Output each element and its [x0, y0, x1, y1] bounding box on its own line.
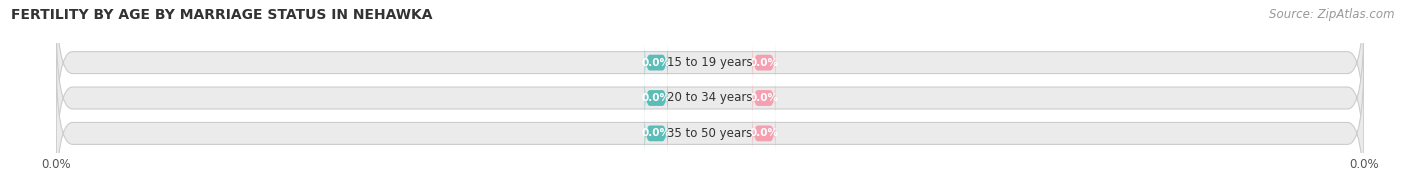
- FancyBboxPatch shape: [644, 42, 668, 83]
- FancyBboxPatch shape: [56, 56, 1364, 196]
- FancyBboxPatch shape: [56, 20, 1364, 176]
- Text: 15 to 19 years: 15 to 19 years: [668, 56, 752, 69]
- Legend: Married, Unmarried: Married, Unmarried: [617, 192, 803, 196]
- FancyBboxPatch shape: [752, 78, 776, 118]
- Text: Source: ZipAtlas.com: Source: ZipAtlas.com: [1270, 8, 1395, 21]
- Text: 0.0%: 0.0%: [749, 93, 779, 103]
- FancyBboxPatch shape: [752, 113, 776, 154]
- FancyBboxPatch shape: [56, 0, 1364, 140]
- Text: 35 to 50 years: 35 to 50 years: [668, 127, 752, 140]
- Text: 0.0%: 0.0%: [749, 58, 779, 68]
- Text: 0.0%: 0.0%: [749, 128, 779, 138]
- Text: FERTILITY BY AGE BY MARRIAGE STATUS IN NEHAWKA: FERTILITY BY AGE BY MARRIAGE STATUS IN N…: [11, 8, 433, 22]
- FancyBboxPatch shape: [644, 78, 668, 118]
- Text: 0.0%: 0.0%: [641, 128, 671, 138]
- FancyBboxPatch shape: [644, 113, 668, 154]
- Text: 20 to 34 years: 20 to 34 years: [668, 92, 752, 104]
- Text: 0.0%: 0.0%: [641, 93, 671, 103]
- Text: 0.0%: 0.0%: [641, 58, 671, 68]
- FancyBboxPatch shape: [752, 42, 776, 83]
